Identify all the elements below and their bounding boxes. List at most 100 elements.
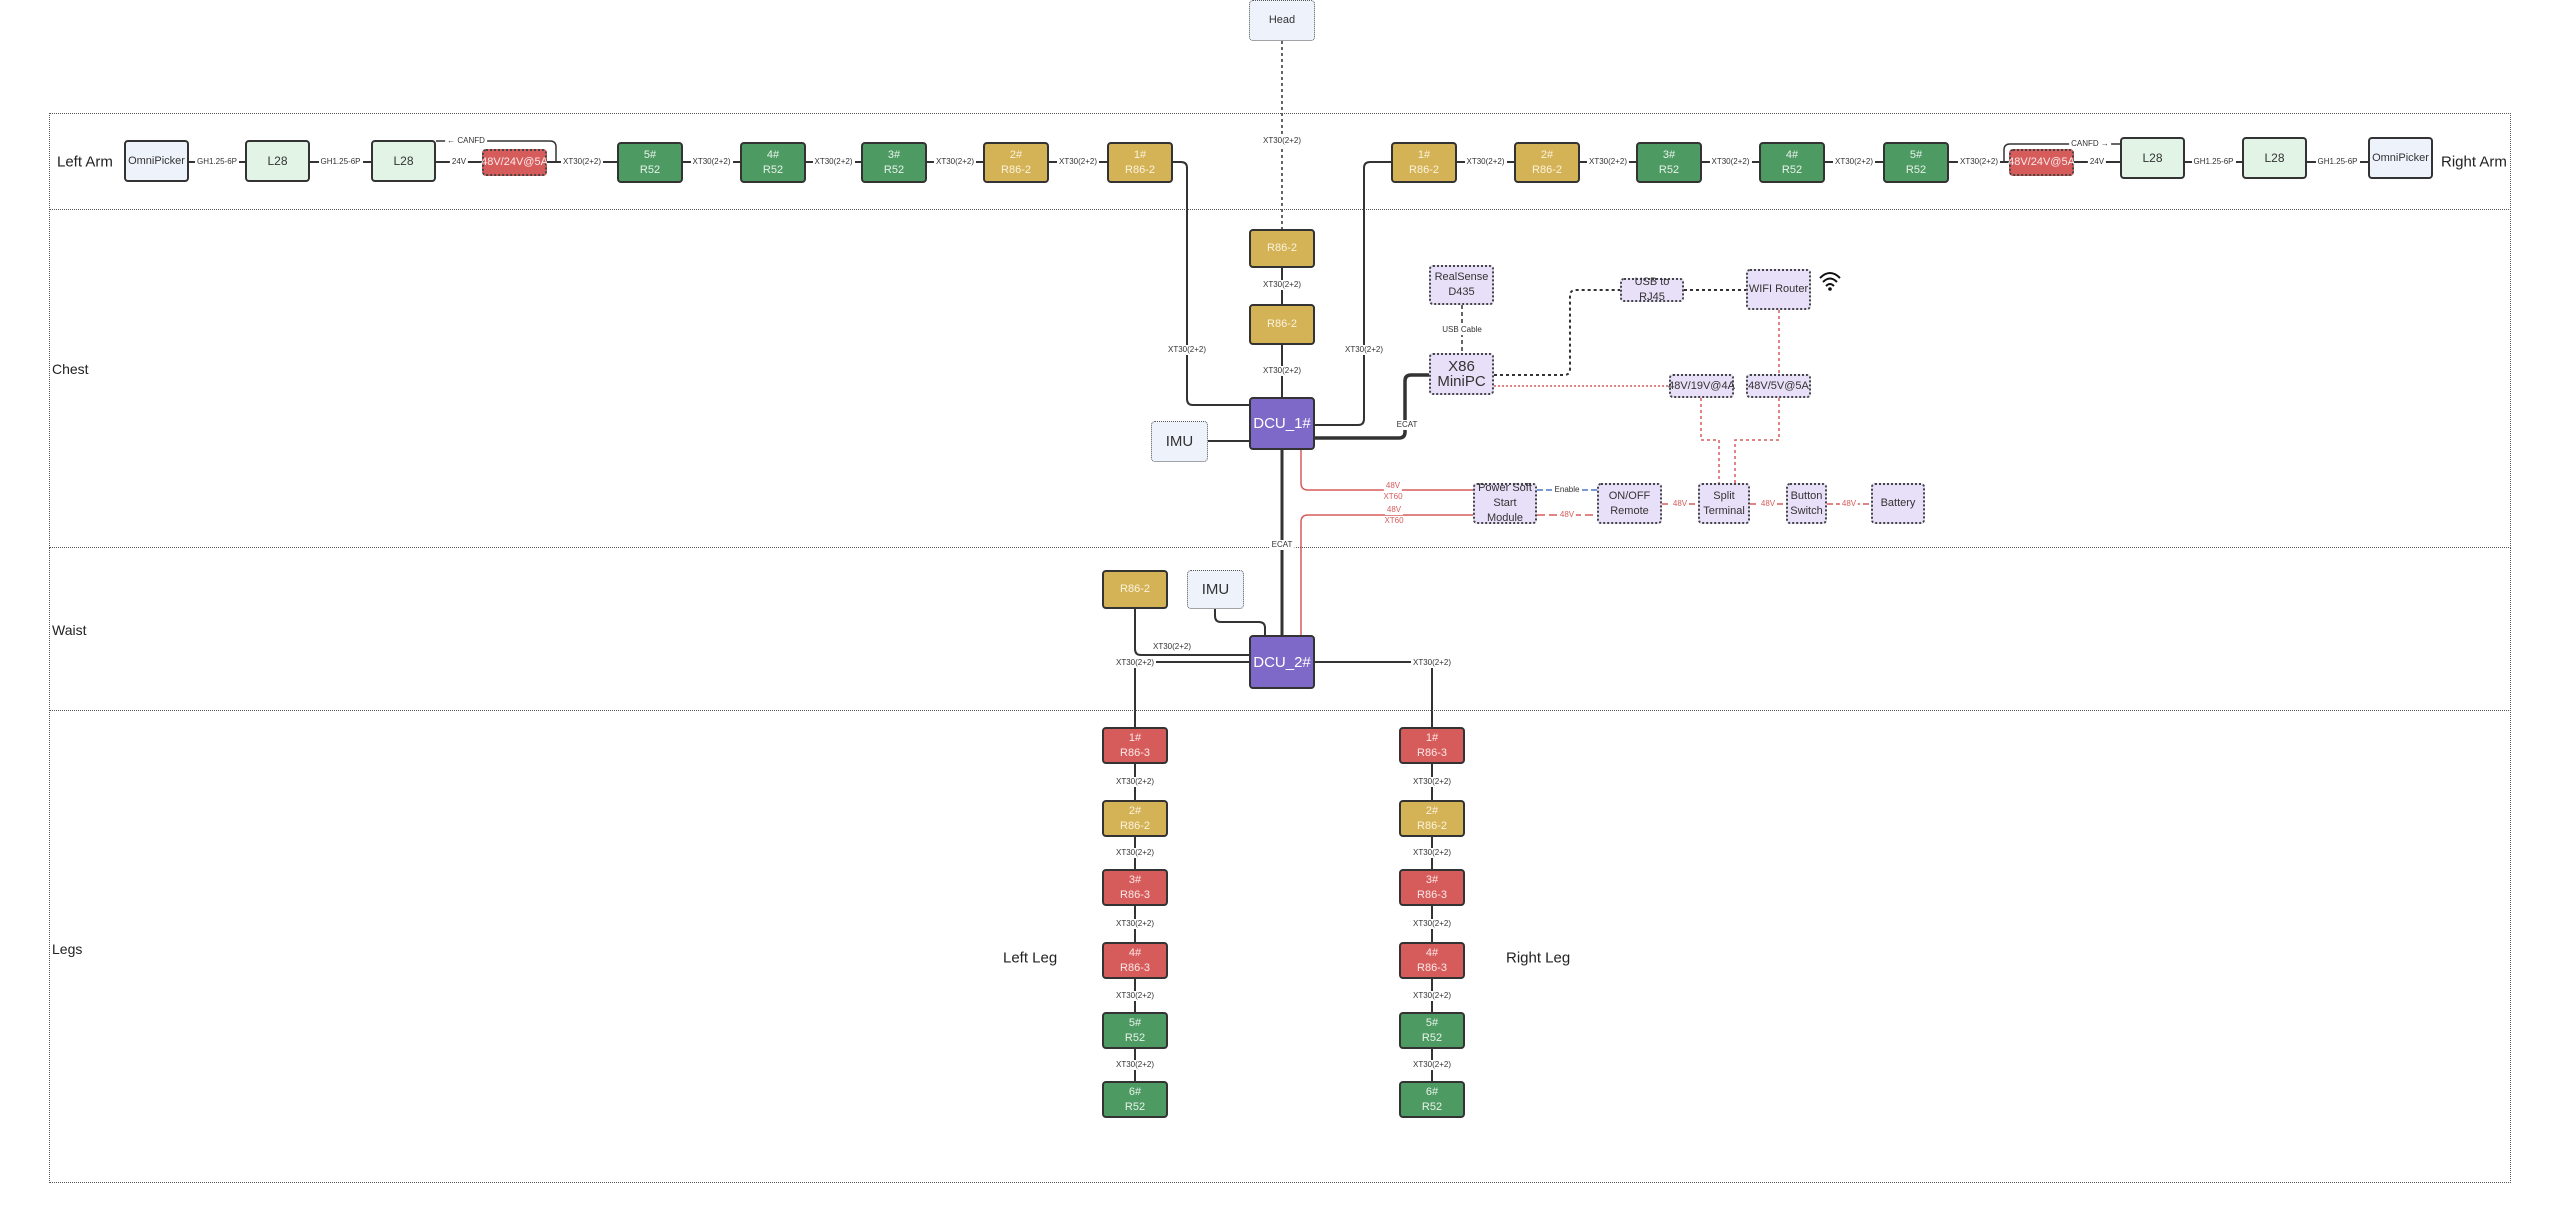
node-label: DCU_2# [1253, 653, 1311, 671]
node-dcdc19[interactable]: 48V/19V@4A [1668, 374, 1735, 398]
node-waist-r86[interactable]: R86-2 [1102, 570, 1168, 609]
node-label: 4# [1128, 946, 1142, 959]
node-label: 2# [1425, 804, 1439, 817]
node-ra-5[interactable]: 5# R52 [1883, 142, 1949, 183]
node-label: Head [1268, 14, 1296, 26]
node-ra-1[interactable]: 1# R86-2 [1391, 142, 1457, 183]
wire [1315, 373, 1429, 440]
node-neck-2[interactable]: R86-2 [1249, 304, 1315, 345]
node-ll-1[interactable]: 1# R86-3 [1102, 727, 1168, 764]
node-label: L28 [2142, 150, 2163, 165]
connector-label: ECAT [1394, 420, 1420, 430]
node-softstart[interactable]: Power Soft Start Module [1473, 482, 1537, 524]
node-label: 3# [1425, 873, 1439, 886]
node-dcu1[interactable]: DCU_1# [1249, 397, 1315, 450]
connector-label: 24V [2087, 157, 2107, 167]
connector-label: XT30(2+2) [1957, 157, 2001, 167]
node-la-1[interactable]: 1# R86-2 [1107, 142, 1173, 183]
node-label: 5# [1425, 1016, 1439, 1029]
connector-label: XT30(2+2) [1709, 157, 1752, 167]
node-rl-1[interactable]: 1# R86-3 [1399, 727, 1465, 764]
node-neck-1[interactable]: R86-2 [1249, 229, 1315, 268]
node-ll-3[interactable]: 3# R86-3 [1102, 869, 1168, 906]
node-label: R52 [1781, 163, 1803, 176]
connector-label: XT30(2+2) [1410, 919, 1454, 929]
node-onoff[interactable]: ON/OFF Remote [1597, 483, 1662, 524]
node-imu2[interactable]: IMU [1187, 570, 1244, 609]
connector-label: XT30(2+2) [1260, 280, 1304, 290]
node-la-4[interactable]: 4# R52 [740, 142, 806, 183]
node-battery[interactable]: Battery [1871, 483, 1925, 524]
connector-label: 48V [1557, 510, 1577, 520]
connector-label: ECAT [1269, 540, 1295, 550]
node-ra-3[interactable]: 3# R52 [1636, 142, 1702, 183]
connector-label: GH1.25-6P [318, 157, 363, 167]
node-label: R86-2 [1001, 163, 1031, 176]
node-la-3[interactable]: 3# R52 [861, 142, 927, 183]
wire [1315, 161, 1391, 426]
connector-label: XT30(2+2) [812, 157, 855, 167]
node-label: 48V/19V@4A [1668, 379, 1735, 392]
connector-label: 48V [1383, 481, 1403, 491]
node-split[interactable]: Split Terminal [1698, 483, 1750, 524]
node-label: Start Module [1486, 497, 1524, 524]
node-ra-psu[interactable]: 48V/24V@5A [2008, 149, 2075, 176]
node-label: IMU [1201, 581, 1230, 598]
node-ll-6[interactable]: 6# R52 [1102, 1081, 1168, 1118]
node-head[interactable]: Head [1249, 0, 1315, 41]
wire [1494, 289, 1620, 376]
node-la-l28b[interactable]: L28 [371, 140, 436, 182]
node-ra-2[interactable]: 2# R86-2 [1514, 142, 1580, 183]
node-rl-2[interactable]: 2# R86-2 [1399, 800, 1465, 837]
node-realsense[interactable]: RealSense D435 [1429, 265, 1494, 305]
node-label: R52 [1124, 1100, 1146, 1113]
node-rl-4[interactable]: 4# R86-3 [1399, 942, 1465, 979]
region-label-legs: Legs [52, 941, 83, 957]
connector-label: XT30(2+2) [1113, 848, 1157, 858]
node-la-psu[interactable]: 48V/24V@5A [481, 149, 548, 176]
node-la-omni[interactable]: OmniPicker [124, 140, 189, 182]
connector-label: XT30(2+2) [1464, 157, 1507, 167]
node-rl-3[interactable]: 3# R86-3 [1399, 869, 1465, 906]
node-rl-6[interactable]: 6# R52 [1399, 1081, 1465, 1118]
node-label: 6# [1128, 1085, 1142, 1098]
node-label: L28 [2264, 150, 2285, 165]
node-ra-omni[interactable]: OmniPicker [2368, 137, 2433, 179]
region-label-left-arm: Left Arm [57, 153, 113, 171]
node-x86[interactable]: X86 MiniPC [1429, 353, 1494, 395]
node-button[interactable]: Button Switch [1786, 483, 1827, 524]
node-ll-2[interactable]: 2# R86-2 [1102, 800, 1168, 837]
region-legs [49, 710, 2511, 1183]
node-label: R86-2 [1120, 819, 1150, 832]
connector-label: XT30(2+2) [1410, 1060, 1454, 1070]
node-label: R86-2 [1267, 242, 1297, 254]
connector-label: GH1.25-6P [2315, 157, 2360, 167]
node-ll-4[interactable]: 4# R86-3 [1102, 942, 1168, 979]
connector-label: ← CANFD [445, 136, 487, 146]
node-la-5[interactable]: 5# R52 [617, 142, 683, 183]
node-label: R86-2 [1267, 318, 1297, 330]
node-dcdc5[interactable]: 48V/5V@5A [1746, 374, 1811, 398]
node-ra-4[interactable]: 4# R52 [1759, 142, 1825, 183]
node-dcu2[interactable]: DCU_2# [1249, 635, 1315, 689]
node-la-2[interactable]: 2# R86-2 [983, 142, 1049, 183]
node-label: 3# [887, 148, 901, 161]
node-ra-l28b[interactable]: L28 [2242, 137, 2307, 179]
node-label: L28 [267, 153, 288, 168]
connector-label: XT60 [1382, 516, 1406, 526]
connector-label: XT60 [1381, 492, 1405, 502]
connector-label: XT30(2+2) [1342, 345, 1386, 355]
node-la-l28a[interactable]: L28 [245, 140, 310, 182]
node-label: RealSense [1434, 271, 1489, 283]
connector-label: 48V [1758, 499, 1778, 509]
node-label: D435 [1448, 286, 1475, 298]
node-ra-l28a[interactable]: L28 [2120, 137, 2185, 179]
connector-label: XT30(2+2) [560, 157, 604, 167]
node-wifi[interactable]: WIFI Router [1746, 269, 1811, 310]
connector-label: XT30(2+2) [1260, 136, 1304, 146]
node-rl-5[interactable]: 5# R52 [1399, 1012, 1465, 1049]
node-imu1[interactable]: IMU [1151, 421, 1208, 462]
node-usb-rj45[interactable]: USB to RJ45 [1620, 276, 1684, 303]
node-ll-5[interactable]: 5# R52 [1102, 1012, 1168, 1049]
node-label: R86-3 [1120, 888, 1150, 901]
